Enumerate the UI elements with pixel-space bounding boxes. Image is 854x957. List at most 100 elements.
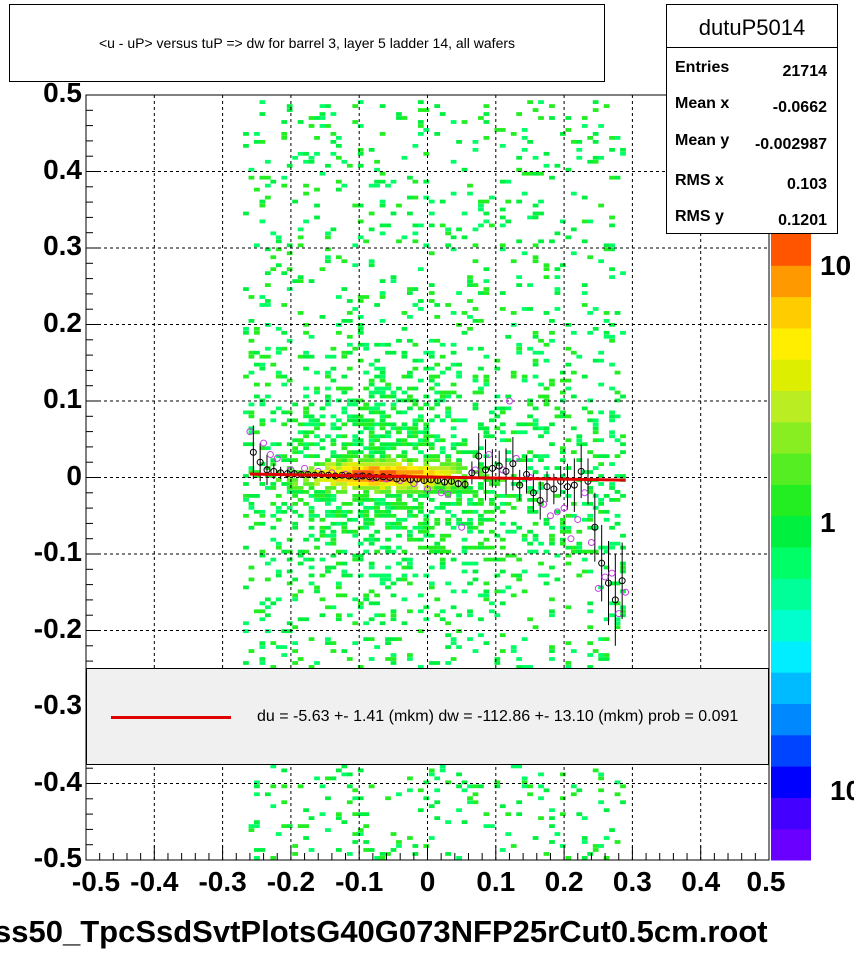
- heatmap-cell: [314, 442, 320, 447]
- heatmap-cell: [259, 446, 266, 451]
- heatmap-cell: [527, 450, 533, 455]
- heatmap-cell: [390, 394, 397, 399]
- heatmap-cell: [325, 259, 331, 264]
- heatmap-cell: [609, 414, 615, 419]
- heatmap-cell: [439, 533, 446, 538]
- heatmap-cell: [281, 346, 288, 351]
- heatmap-cell: [423, 350, 430, 355]
- purple-point: [601, 573, 609, 581]
- heatmap-cell: [363, 346, 370, 351]
- heatmap-cell: [614, 175, 621, 180]
- heatmap-cell: [478, 223, 484, 228]
- heatmap-cell: [456, 458, 462, 463]
- heatmap-cell: [319, 597, 326, 602]
- heatmap-cell: [576, 529, 583, 534]
- heatmap-cell: [478, 426, 484, 431]
- heatmap-cell: [570, 330, 577, 335]
- heatmap-cell: [428, 223, 435, 228]
- heatmap-cell: [565, 529, 572, 534]
- heatmap-cell: [357, 295, 364, 299]
- heatmap-cell: [275, 442, 282, 447]
- heatmap-cell: [368, 438, 375, 443]
- heatmap-cell: [335, 581, 342, 586]
- heatmap-cell: [620, 609, 626, 614]
- heatmap-cell: [456, 490, 462, 494]
- heatmap-cell: [308, 848, 315, 852]
- heatmap-cell: [614, 136, 621, 140]
- heatmap-cell: [428, 378, 435, 383]
- heatmap-cell: [385, 482, 391, 486]
- heatmap-cell: [374, 549, 380, 554]
- heatmap-cell: [516, 498, 523, 502]
- heatmap-cell: [319, 812, 326, 817]
- heatmap-cell: [581, 219, 588, 224]
- heatmap-cell: [461, 490, 468, 494]
- heatmap-cell: [396, 501, 402, 506]
- color-bar-segment: [771, 703, 811, 736]
- heatmap-cell: [439, 446, 446, 451]
- heatmap-cell: [357, 525, 364, 530]
- heatmap-cell: [478, 386, 484, 391]
- heatmap-cell: [620, 147, 626, 152]
- heatmap-cell: [368, 454, 375, 459]
- heatmap-cell: [532, 243, 539, 248]
- heatmap-cell: [620, 561, 626, 566]
- heatmap-cell: [303, 422, 309, 427]
- black-point: [564, 483, 572, 491]
- heatmap-cell: [450, 486, 457, 490]
- heatmap-cell: [450, 382, 457, 387]
- heatmap-cell: [292, 402, 299, 407]
- heatmap-cell: [297, 354, 304, 359]
- heatmap-cell: [565, 641, 572, 645]
- heatmap-cell: [357, 486, 364, 490]
- heatmap-cell: [620, 613, 626, 618]
- heatmap-cell: [592, 358, 599, 363]
- heatmap-cell: [428, 418, 435, 423]
- heatmap-cell: [428, 406, 435, 411]
- heatmap-cell: [412, 418, 419, 423]
- heatmap-cell: [325, 498, 331, 502]
- heatmap-cell: [341, 386, 348, 391]
- heatmap-cell: [461, 438, 468, 443]
- heatmap-cell: [357, 494, 364, 498]
- heatmap-cell: [516, 665, 523, 669]
- heatmap-cell: [603, 104, 610, 108]
- heatmap-cell: [472, 470, 479, 474]
- heatmap-cell: [352, 529, 359, 534]
- heatmap-cell: [264, 466, 271, 470]
- heatmap-cell: [254, 820, 260, 824]
- heatmap-cell: [390, 446, 397, 451]
- heatmap-cell: [494, 128, 501, 132]
- heatmap-cell: [423, 573, 430, 578]
- heatmap-cell: [259, 521, 266, 526]
- heatmap-cell: [428, 458, 435, 463]
- heatmap-cell: [412, 426, 419, 431]
- heatmap-cell: [620, 330, 626, 335]
- heatmap-cell: [341, 466, 348, 470]
- heatmap-cell: [264, 175, 271, 180]
- heatmap-cell: [598, 772, 605, 777]
- heatmap-cell: [560, 517, 566, 522]
- heatmap-cell: [297, 120, 304, 124]
- heatmap-cell: [374, 406, 380, 411]
- heatmap-cell: [598, 203, 605, 208]
- heatmap-cell: [499, 307, 506, 311]
- heatmap-cell: [314, 136, 320, 140]
- heatmap-cell: [467, 561, 473, 566]
- heatmap-cell: [598, 637, 605, 642]
- heatmap-cell: [264, 354, 271, 359]
- heatmap-cell: [417, 545, 424, 550]
- heatmap-cell: [396, 494, 402, 498]
- x-tick-label: 0.1: [476, 866, 516, 897]
- heatmap-cell: [308, 525, 315, 530]
- heatmap-cell: [330, 478, 337, 482]
- heatmap-cell: [325, 386, 331, 391]
- heatmap-cell: [264, 474, 271, 478]
- title-box: <u - uP> versus tuP => dw for barrel 3, …: [9, 4, 605, 82]
- heatmap-cell: [521, 776, 528, 781]
- heatmap-cell: [488, 195, 495, 200]
- heatmap-cell: [483, 490, 490, 494]
- heatmap-cell: [587, 601, 594, 606]
- heatmap-cell: [401, 390, 408, 395]
- heatmap-cell: [456, 370, 462, 375]
